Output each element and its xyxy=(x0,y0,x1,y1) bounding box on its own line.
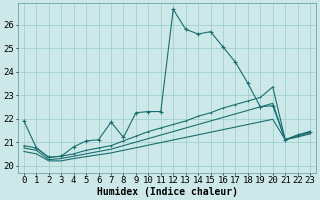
X-axis label: Humidex (Indice chaleur): Humidex (Indice chaleur) xyxy=(97,186,237,197)
